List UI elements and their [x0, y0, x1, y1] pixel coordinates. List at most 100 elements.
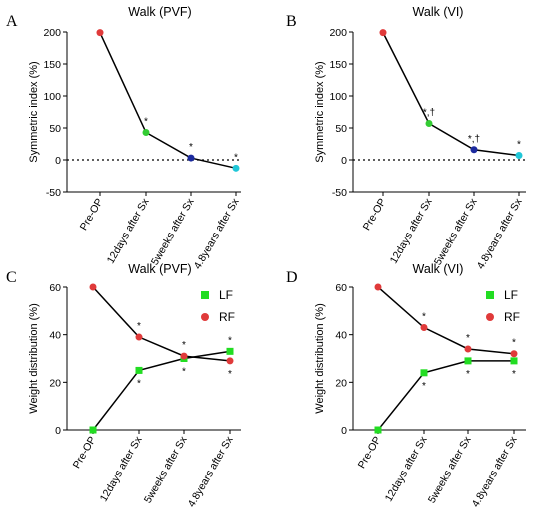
y-tick-label: 200 [43, 27, 61, 39]
data-point-lf [464, 357, 472, 365]
significance-marker: * [422, 381, 426, 392]
chart-panel-a: A Walk (PVF) -50 0 50 100 150 200 Symmetric inde… [6, 5, 242, 271]
data-point-rf [510, 350, 518, 358]
data-point-rf [374, 283, 382, 291]
chart-panel-d: D Walk (VI) 0 20 40 60 Weight distribution (%)… [286, 262, 526, 507]
x-tick-label: 4.8years after Sx [192, 196, 242, 271]
significance-marker: * [228, 369, 232, 380]
data-point-lf [226, 347, 234, 355]
significance-marker: * [517, 140, 521, 151]
data-point-rf [420, 324, 428, 332]
data-point-rf [464, 345, 472, 353]
y-tick-label: 40 [49, 330, 61, 342]
legend-label-lf: LF [504, 288, 518, 302]
significance-marker: *,† [468, 134, 480, 145]
chart-title: Walk (VI) [413, 5, 464, 19]
significance-marker: * [144, 116, 148, 127]
legend-label-rf: RF [219, 310, 235, 324]
y-axis-label: Symmetric index (%) [28, 61, 40, 162]
data-point-lf [374, 426, 382, 434]
chart-title: Walk (PVF) [128, 5, 191, 19]
legend-swatch-lf [486, 291, 494, 299]
significance-marker: * [234, 152, 238, 163]
y-tick-label: 60 [335, 282, 347, 294]
chart-panel-c: C Walk (PVF) 0 20 40 60 Weight distribution (%… [6, 262, 241, 507]
y-tick-label: 20 [49, 377, 61, 389]
x-tick-label: 5weeks after Sx [142, 434, 190, 505]
x-tick-label: 12days after Sx [105, 196, 152, 266]
y-axis-label: Weight distribution (%) [314, 303, 326, 413]
panel-letter: D [286, 269, 298, 286]
data-point [515, 152, 523, 160]
chart-title: Walk (PVF) [128, 262, 191, 276]
significance-marker: * [466, 333, 470, 344]
legend-swatch-rf [486, 313, 494, 321]
significance-marker: * [422, 312, 426, 323]
y-tick-label: 60 [49, 282, 61, 294]
x-tick-label: 5weeks after Sx [432, 196, 480, 267]
significance-marker: * [466, 369, 470, 380]
x-tick-label: Pre-OP [356, 435, 384, 471]
data-point-rf [226, 357, 234, 365]
series-line-lf [377, 360, 514, 431]
data-point [232, 164, 240, 172]
significance-marker: * [182, 340, 186, 351]
x-tick-label: Pre-OP [361, 197, 389, 233]
significance-marker: * [182, 367, 186, 378]
data-point [470, 146, 478, 154]
significance-marker: * [512, 338, 516, 349]
y-axis-label: Symmetric index (%) [314, 61, 326, 162]
y-tick-label: 150 [43, 59, 61, 71]
data-point-lf [135, 366, 143, 374]
data-point-rf [135, 333, 143, 341]
panel-letter: A [6, 13, 18, 30]
chart-panel-b: B Walk (VI) -50 0 50 100 150 200 Symmetric index… [286, 5, 526, 271]
data-point [96, 29, 104, 37]
data-point-rf [180, 352, 188, 360]
y-tick-label: 100 [43, 91, 61, 103]
legend-swatch-rf [201, 313, 209, 321]
data-point [187, 154, 195, 162]
panel-letter: B [286, 13, 297, 30]
y-tick-label: 50 [335, 123, 347, 135]
series-line-rf [92, 286, 231, 362]
data-point-lf [420, 369, 428, 377]
significance-marker: * [137, 321, 141, 332]
x-tick-label: 12days after Sx [383, 434, 430, 504]
significance-marker: * [189, 142, 193, 153]
panel-letter: C [6, 269, 17, 286]
x-tick-label: 4.8years after Sx [470, 434, 520, 507]
y-tick-label: 50 [49, 123, 61, 135]
x-tick-label: 5weeks after Sx [149, 196, 197, 267]
x-tick-label: Pre-OP [71, 435, 99, 471]
x-tick-label: 12days after Sx [98, 434, 145, 504]
data-point-lf [89, 426, 97, 434]
y-tick-label: 0 [341, 155, 347, 167]
x-tick-label: 4.8years after Sx [186, 434, 236, 507]
series-line [99, 32, 237, 170]
y-tick-label: 0 [341, 425, 347, 437]
data-point [379, 29, 387, 37]
data-point [425, 120, 433, 128]
series-line [382, 32, 520, 157]
y-tick-label: 0 [55, 425, 61, 437]
y-tick-label: 150 [329, 59, 347, 71]
legend-label-rf: RF [504, 310, 520, 324]
y-tick-label: 100 [329, 91, 347, 103]
significance-marker: * [228, 335, 232, 346]
series-line-rf [377, 286, 515, 355]
x-tick-label: 12days after Sx [388, 196, 435, 266]
significance-marker: *,† [423, 108, 435, 119]
data-point [142, 128, 150, 136]
y-tick-label: 200 [329, 27, 347, 39]
data-point-lf [510, 357, 518, 365]
y-tick-label: -50 [332, 187, 347, 199]
y-tick-label: 0 [55, 155, 61, 167]
legend-swatch-lf [201, 291, 209, 299]
legend-label-lf: LF [219, 288, 233, 302]
chart-title: Walk (VI) [413, 262, 464, 276]
x-tick-label: 4.8years after Sx [475, 196, 525, 271]
y-tick-label: 40 [335, 330, 347, 342]
data-point-rf [89, 283, 97, 291]
